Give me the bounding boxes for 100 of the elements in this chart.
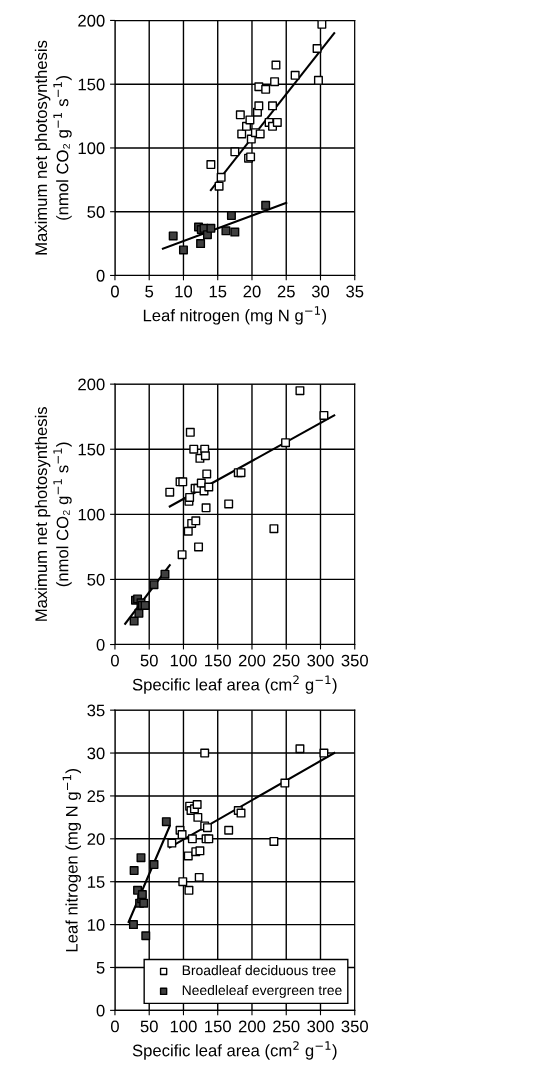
y-axis-title: Maximum net photosynthesis (nmol CO₂ g$^{−1}$ s$^{−1}$) [34, 40, 72, 255]
point [271, 60, 281, 70]
point [290, 70, 300, 80]
y-tick-label: 50 [87, 573, 105, 586]
y-tick-label: 0 [96, 1004, 105, 1017]
point [226, 211, 236, 221]
point [312, 43, 322, 53]
point [194, 872, 204, 882]
point [230, 147, 240, 157]
x-tick-label: 5 [145, 285, 154, 298]
x-tick-label: 100 [170, 1020, 197, 1033]
x-tick-label: 200 [238, 1020, 266, 1033]
point [160, 569, 170, 579]
point [201, 503, 211, 513]
point [184, 885, 194, 895]
point [317, 20, 327, 29]
y-tick-label: 200 [78, 14, 105, 27]
point [214, 181, 224, 191]
point [193, 812, 203, 822]
point [280, 778, 290, 788]
point [224, 499, 234, 509]
point [149, 860, 159, 870]
y-tick-label: 100 [78, 142, 105, 155]
point [187, 834, 197, 844]
x-tick-label: 100 [170, 654, 197, 667]
point [168, 231, 178, 241]
point [149, 580, 159, 590]
legend-label: Needleleaf evergreen tree [182, 984, 342, 998]
x-tick-label: 25 [277, 285, 295, 298]
x-tick-label: 250 [273, 654, 300, 667]
y-tick-label: 35 [87, 704, 105, 717]
point [295, 744, 305, 754]
point [281, 438, 291, 448]
point [194, 542, 204, 552]
x-tick-label: 350 [341, 654, 368, 667]
y-tick-label: 30 [87, 747, 105, 760]
point [319, 748, 329, 758]
point [270, 77, 280, 87]
point [177, 550, 187, 560]
point [189, 444, 199, 454]
point [129, 616, 139, 626]
point [235, 110, 245, 120]
point [141, 931, 151, 941]
x-tick-label: 200 [238, 654, 266, 667]
point [185, 492, 195, 502]
point [161, 817, 171, 827]
point [268, 101, 278, 111]
x-tick-label: 0 [110, 285, 119, 298]
y-tick-label: 25 [87, 790, 105, 803]
x-tick-label: 300 [307, 1020, 334, 1033]
point [313, 75, 323, 85]
x-axis-title: Specific leaf area (cm$^{2}$ g$^{−1}$) [132, 675, 337, 694]
point [221, 226, 231, 236]
x-tick-label: 15 [209, 285, 227, 298]
y-tick-label: 15 [87, 876, 105, 888]
y-axis-title: Leaf nitrogen (mg N g$^{−1}$) [62, 769, 81, 952]
point [192, 800, 202, 810]
y-tick-label: 10 [87, 918, 105, 931]
point [185, 427, 195, 437]
point [191, 516, 201, 526]
point [200, 748, 210, 758]
y-tick-label: 150 [78, 78, 105, 91]
x-tick-label: 0 [110, 654, 119, 667]
x-axis-title: Leaf nitrogen (mg N g$^{−1}$) [143, 306, 327, 325]
point [137, 890, 147, 900]
y-tick-label: 20 [87, 833, 105, 846]
point [195, 846, 205, 856]
point [245, 115, 255, 125]
point [230, 227, 240, 237]
point [128, 920, 138, 930]
point [196, 239, 206, 249]
y-tick-label: 200 [78, 378, 105, 391]
point [183, 851, 193, 861]
point [165, 487, 175, 497]
x-tick-label: 30 [311, 285, 330, 298]
legend-label: Broadleaf deciduous tree [182, 965, 336, 976]
point [183, 526, 193, 536]
x-tick-label: 150 [205, 654, 231, 667]
point [204, 482, 214, 492]
point [261, 84, 271, 94]
point [319, 410, 329, 420]
x-tick-label: 20 [243, 285, 261, 298]
point [178, 877, 188, 887]
y-axis-title: Maximum net photosynthesis (nmol CO₂ g$^{−1}$ s$^{−1}$) [34, 407, 72, 621]
point [206, 223, 216, 233]
point [202, 469, 212, 479]
point [237, 129, 247, 139]
y-tick-label: 100 [78, 508, 105, 521]
x-tick-label: 250 [273, 1020, 300, 1033]
point [200, 451, 210, 461]
x-tick-label: 50 [140, 654, 158, 667]
point [269, 836, 279, 846]
y-tick-label: 0 [96, 269, 105, 282]
point [129, 866, 139, 876]
y-tick-label: 0 [96, 638, 105, 651]
x-tick-label: 300 [307, 654, 334, 667]
x-tick-label: 350 [341, 1020, 368, 1033]
x-tick-label: 0 [110, 1020, 119, 1033]
point [269, 524, 279, 534]
x-tick-label: 35 [346, 285, 364, 298]
